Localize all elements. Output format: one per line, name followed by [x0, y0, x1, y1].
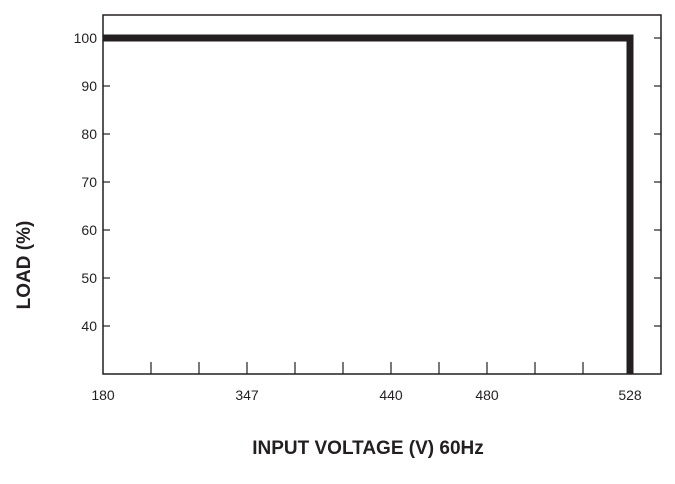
- series-line: [103, 34, 634, 374]
- y-tick-label: 70: [81, 174, 97, 190]
- y-tick-label: 80: [81, 126, 97, 142]
- y-tick-label: 40: [81, 318, 97, 334]
- plot-frame: [102, 14, 662, 375]
- x-tick-label: 528: [618, 387, 642, 403]
- x-tick-label: 480: [475, 387, 499, 403]
- x-axis-label: INPUT VOLTAGE (V) 60Hz: [252, 438, 484, 459]
- y-tick-label: 60: [81, 222, 97, 238]
- y-tick-label: 100: [74, 30, 98, 46]
- y-tick-label: 90: [81, 78, 97, 94]
- y-tick-label: 50: [81, 270, 97, 286]
- x-tick-label: 180: [91, 387, 115, 403]
- y-axis-label: LOAD (%): [14, 221, 35, 310]
- x-tick-label: 440: [379, 387, 403, 403]
- x-tick-label: 347: [235, 387, 259, 403]
